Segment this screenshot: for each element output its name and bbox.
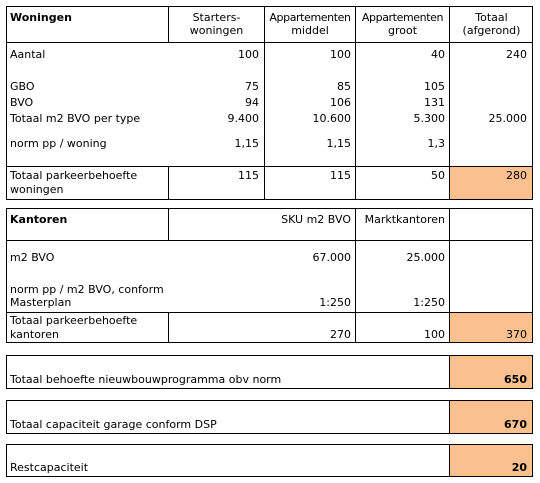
row-gbo-v2: 85	[337, 80, 351, 93]
row-bvo-v3: 131	[424, 96, 445, 109]
header-totaal-line2: (afgerond)	[462, 24, 521, 37]
row-totaal-m2-v1: 9.400	[227, 112, 260, 125]
capaciteit-box	[6, 400, 533, 434]
capaciteit-label: Totaal capaciteit garage conform DSP	[10, 418, 217, 431]
woningen-total-v1: 115	[238, 169, 259, 182]
row-gbo-v3: 105	[424, 80, 445, 93]
row-totaal-m2-v2: 10.600	[312, 112, 352, 125]
woningen-total-v2: 115	[330, 169, 351, 182]
row-gbo-label: GBO	[10, 80, 35, 93]
row-m2-sku: 67.000	[312, 251, 352, 264]
rest-label: Restcapaciteit	[10, 461, 89, 474]
header-app-groot-line2: groot	[387, 24, 418, 37]
row-m2-markt: 25.000	[406, 251, 446, 264]
woningen-total-v3: 50	[431, 169, 445, 182]
kantoren-title: Kantoren	[10, 213, 68, 226]
capaciteit-highlight	[449, 401, 532, 433]
row-norm-v2: 1,15	[326, 137, 352, 150]
kantoren-total-sku: 270	[330, 328, 351, 341]
header-app-middel-line2: middel	[291, 24, 329, 37]
header-totaal-line1: Totaal	[475, 11, 508, 24]
header-sku: SKU m2 BVO	[281, 213, 351, 226]
row-totaal-m2-v3: 5.300	[413, 112, 446, 125]
row-norm-label: norm pp / woning	[10, 137, 107, 150]
behoefte-box	[6, 355, 533, 389]
row-norm-v1: 1,15	[234, 137, 260, 150]
behoefte-label: Totaal behoefte nieuwbouwprogramma obv n…	[10, 373, 282, 386]
rest-value: 20	[511, 461, 527, 474]
row-totaal-m2-label: Totaal m2 BVO per type	[10, 112, 141, 125]
row-kantoor-norm-sku: 1:250	[319, 296, 351, 309]
row-aantal-v3: 40	[431, 48, 445, 61]
kantoren-table	[6, 208, 533, 343]
row-kantoor-norm-label-line1: norm pp / m2 BVO, conform	[10, 283, 164, 296]
row-gbo-v1: 75	[245, 80, 259, 93]
header-starters-line1: Starters-	[192, 11, 241, 24]
woningen-total-sum: 280	[506, 169, 527, 182]
capaciteit-value: 670	[504, 418, 527, 431]
row-aantal-label: Aantal	[10, 48, 46, 61]
header-app-groot-line1: Appartementen	[361, 11, 444, 24]
woningen-total-label-line2: woningen	[10, 183, 64, 196]
row-bvo-label: BVO	[10, 96, 34, 109]
header-starters-line2: woningen	[189, 24, 244, 37]
row-bvo-v1: 94	[245, 96, 259, 109]
woningen-total-label-line1: Totaal parkeerbehoefte	[10, 169, 138, 182]
behoefte-value: 650	[504, 373, 527, 386]
row-bvo-v2: 106	[330, 96, 351, 109]
kantoren-total-markt: 100	[424, 328, 445, 341]
kantoren-total-sum: 370	[506, 328, 527, 341]
kantoren-total-label-line1: Totaal parkeerbehoefte	[10, 314, 138, 327]
rest-highlight	[449, 445, 532, 476]
woningen-total-highlight	[449, 166, 532, 199]
woningen-title: Woningen	[10, 11, 72, 24]
row-aantal-v1: 100	[238, 48, 259, 61]
row-kantoor-norm-label-line2: Masterplan	[10, 296, 72, 309]
row-kantoor-norm-markt: 1:250	[413, 296, 445, 309]
header-markt: Marktkantoren	[364, 213, 445, 226]
rest-box	[6, 444, 533, 477]
behoefte-highlight	[449, 356, 532, 388]
row-totaal-m2-total: 25.000	[488, 112, 528, 125]
kantoren-total-label-line2: kantoren	[10, 328, 59, 341]
kantoren-total-highlight	[449, 312, 532, 342]
row-norm-v3: 1,3	[427, 137, 446, 150]
woningen-table	[6, 6, 533, 200]
row-aantal-total: 240	[506, 48, 527, 61]
row-m2-label: m2 BVO	[10, 251, 55, 264]
header-app-middel-line1: Appartementen	[269, 11, 351, 24]
row-aantal-v2: 100	[330, 48, 351, 61]
